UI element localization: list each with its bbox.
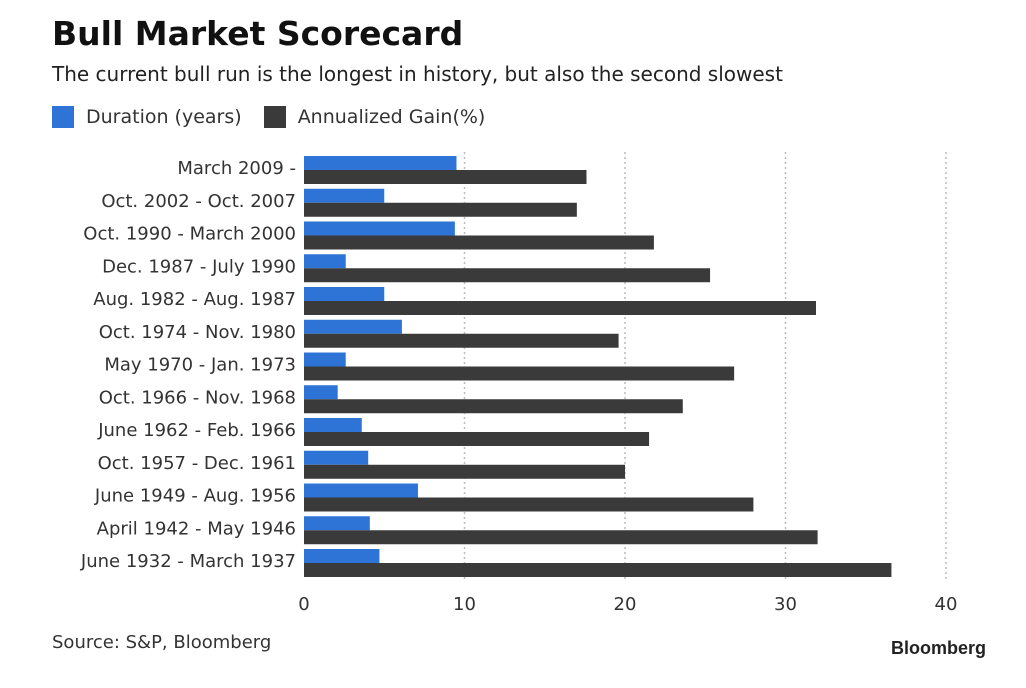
source-note: Source: S&P, Bloomberg <box>52 632 272 653</box>
legend-label-gain: Annualized Gain(%) <box>297 106 486 128</box>
bar-duration <box>304 254 346 269</box>
bar-gain <box>304 563 892 577</box>
category-label: Dec. 1987 - July 1990 <box>102 256 296 277</box>
bloomberg-logo: Bloomberg <box>890 638 986 658</box>
category-label: Oct. 1966 - Nov. 1968 <box>99 387 296 408</box>
bar-duration <box>304 385 338 400</box>
bar-duration <box>304 483 418 498</box>
bar-gain <box>304 235 654 250</box>
bar-duration <box>304 549 380 563</box>
bar-duration <box>304 352 346 367</box>
category-label: Oct. 1974 - Nov. 1980 <box>99 322 296 343</box>
category-label: Oct. 1957 - Dec. 1961 <box>98 453 296 474</box>
legend-swatch-duration <box>52 106 74 128</box>
category-label: April 1942 - May 1946 <box>97 518 296 539</box>
bar-duration <box>304 516 370 531</box>
category-label: June 1949 - Aug. 1956 <box>94 486 296 507</box>
legend: Duration (years) Annualized Gain(%) <box>52 106 507 128</box>
chart-title: Bull Market Scorecard <box>52 14 464 53</box>
category-label: Oct. 2002 - Oct. 2007 <box>101 191 296 212</box>
bar-duration <box>304 188 385 203</box>
bar-duration <box>304 287 385 301</box>
x-tick-label: 30 <box>774 594 797 615</box>
bar-gain <box>304 301 816 315</box>
category-label: June 1962 - Feb. 1966 <box>97 420 296 441</box>
bar-gain <box>304 399 683 414</box>
bar-duration <box>304 156 457 170</box>
bar-duration <box>304 319 402 334</box>
x-tick-label: 40 <box>935 594 958 615</box>
x-tick-label: 20 <box>614 594 637 615</box>
category-label: Aug. 1982 - Aug. 1987 <box>93 289 296 310</box>
category-label: March 2009 - <box>177 158 296 179</box>
bar-duration <box>304 418 362 432</box>
bar-chart: 0 10 20 30 40 March 2009 - Oct. 2002 - Oct. 20… <box>80 152 958 615</box>
legend-item-gain: Annualized Gain(%) <box>263 106 486 128</box>
bar-gain <box>304 202 577 217</box>
category-label: Oct. 1990 - March 2000 <box>83 224 296 245</box>
bar-gain <box>304 464 625 479</box>
bar-gain <box>304 432 650 446</box>
legend-label-duration: Duration (years) <box>86 106 242 128</box>
legend-swatch-gain <box>263 106 286 128</box>
category-label: June 1932 - March 1937 <box>80 551 296 572</box>
bar-gain <box>304 333 619 348</box>
bar-duration <box>304 221 455 236</box>
bar-gain <box>304 268 711 283</box>
x-tick-label: 0 <box>298 594 309 615</box>
category-label: May 1970 - Jan. 1973 <box>104 355 296 376</box>
legend-item-duration: Duration (years) <box>52 106 242 128</box>
bar-gain <box>304 366 735 381</box>
bar-gain <box>304 170 587 184</box>
bar-duration <box>304 450 369 465</box>
bar-gain <box>304 497 754 512</box>
chart-subtitle: The current bull run is the longest in h… <box>52 62 783 86</box>
x-tick-label: 10 <box>453 594 476 615</box>
bar-gain <box>304 530 818 545</box>
